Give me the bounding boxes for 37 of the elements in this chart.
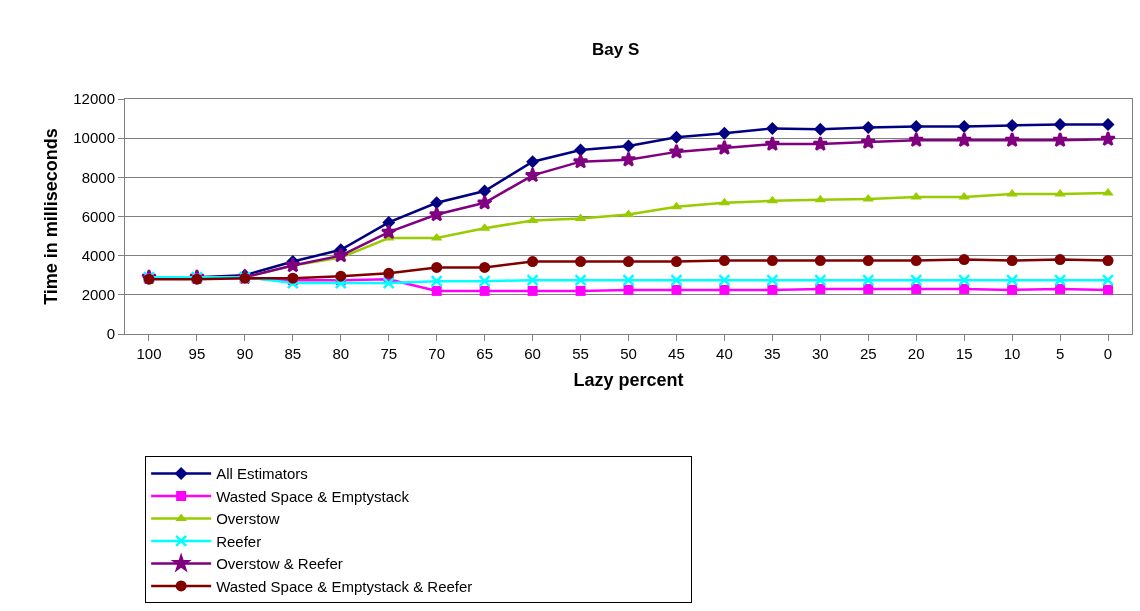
- x-tick-label: 40: [716, 345, 733, 362]
- x-tick-label: 90: [236, 345, 254, 362]
- x-tick-label: 65: [476, 345, 493, 362]
- x-tick-label: 55: [572, 345, 589, 362]
- legend-label: Wasted Space & Emptystack: [216, 487, 410, 505]
- y-tick-label: 10000: [73, 129, 115, 147]
- x-tick-label: 80: [332, 345, 350, 362]
- x-tick-label: 60: [524, 345, 541, 362]
- x-tick-label: 10: [1003, 345, 1021, 362]
- x-tick-label: 0: [1103, 345, 1113, 362]
- legend-label: Overstow: [216, 510, 280, 528]
- x-tick-label: 75: [380, 345, 398, 362]
- x-tick-label: 45: [668, 345, 685, 362]
- x-tick-label: 20: [907, 345, 925, 362]
- x-tick-label: 50: [620, 345, 637, 362]
- x-tick-label: 30: [811, 345, 829, 362]
- x-tick-label: 70: [428, 345, 446, 362]
- y-tick-label: 12000: [73, 90, 115, 108]
- legend-label: Wasted Space & Emptystack & Reefer: [216, 577, 473, 595]
- x-tick-label: 100: [136, 345, 162, 362]
- chart-title: Bay S: [591, 39, 640, 59]
- y-tick-label: 0: [106, 325, 115, 343]
- x-tick-label: 95: [188, 345, 206, 362]
- x-tick-label: 85: [284, 345, 302, 362]
- y-tick-label: 4000: [81, 246, 115, 264]
- x-tick-label: 35: [764, 345, 781, 362]
- x-axis-title: Lazy percent: [573, 370, 684, 391]
- legend-label: Overstow & Reefer: [216, 555, 343, 573]
- x-tick-label: 5: [1055, 345, 1065, 362]
- x-tick-label: 25: [859, 345, 877, 362]
- legend-label: Reefer: [216, 532, 262, 550]
- y-tick-label: 6000: [81, 207, 115, 225]
- y-tick-label: 8000: [81, 168, 115, 186]
- y-tick-label: 2000: [81, 286, 115, 304]
- legend-label: All Estimators: [216, 465, 308, 483]
- y-axis-title: Time in milliseconds: [41, 128, 62, 305]
- x-tick-label: 15: [955, 345, 973, 362]
